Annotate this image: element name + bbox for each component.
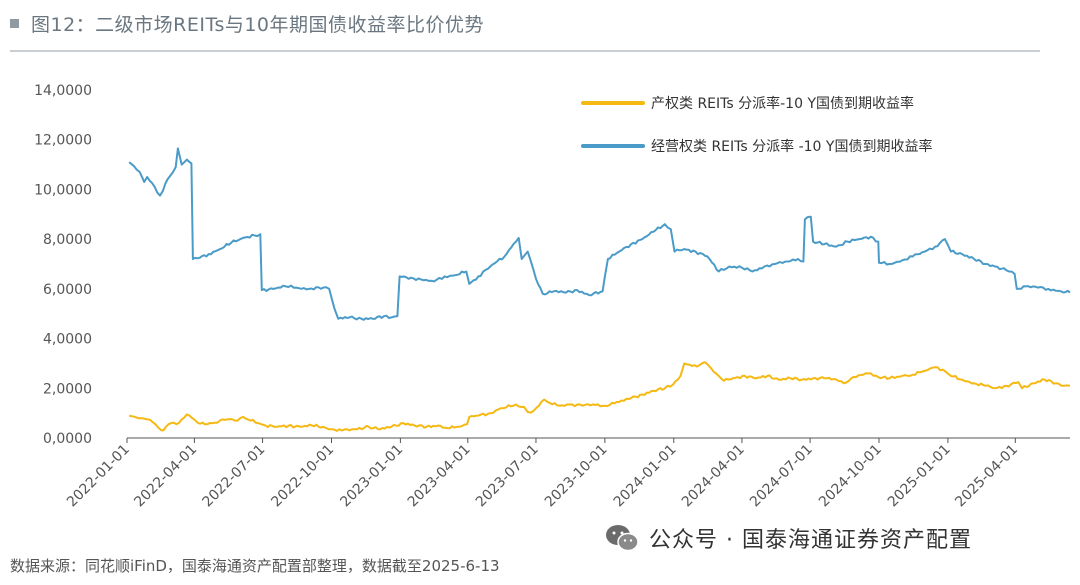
- wechat-icon: [606, 525, 639, 552]
- series-layer: [128, 147, 1071, 432]
- x-tick-label: 2024-10-01: [816, 442, 885, 511]
- x-tick-label: 2023-10-01: [542, 442, 611, 511]
- figure-title-row: 图12：二级市场REITs与10年期国债收益率比价优势: [10, 8, 484, 38]
- watermark: 公众号 · 国泰海通证券资产配置: [605, 522, 972, 554]
- figure-title: 图12：二级市场REITs与10年期国债收益率比价优势: [31, 13, 485, 36]
- x-tick-label: 2025-04-01: [952, 442, 1021, 511]
- x-tick-label: 2025-01-01: [885, 442, 954, 511]
- x-tick-label: 2022-10-01: [268, 442, 337, 511]
- legend-label: 产权类 REITs 分派率-10 Y国债到期收益率: [651, 95, 914, 112]
- title-bullet-square: [10, 18, 19, 28]
- x-tick-label: 2022-07-01: [200, 442, 269, 511]
- x-tick-label: 2024-01-01: [611, 442, 680, 511]
- y-tick-label: 10,0000: [34, 182, 92, 198]
- y-tick-label: 8,0000: [43, 232, 92, 248]
- title-divider: [10, 50, 1040, 52]
- y-tick-label: 2,0000: [43, 381, 92, 397]
- series-line-operating-reits: [128, 147, 1071, 321]
- y-axis: 0,0000 2,0000 4,0000 6,0000 8,0000 10,0000 12,…: [34, 83, 92, 447]
- x-tick-label: 2022-01-01: [64, 442, 133, 511]
- x-tick-label: 2022-04-01: [131, 442, 200, 511]
- x-tick-label: 2023-01-01: [337, 442, 406, 511]
- y-tick-label: 14,0000: [34, 83, 92, 99]
- series-line-property-reits: [128, 361, 1071, 432]
- x-tick-label: 2024-07-01: [747, 442, 816, 511]
- legend-label: 经营权类 REITs 分派率 -10 Y国债到期收益率: [651, 138, 932, 155]
- watermark-text: 公众号 · 国泰海通证券资产配置: [649, 528, 972, 553]
- x-tick-label: 2023-07-01: [473, 442, 542, 511]
- x-tick-label: 2024-04-01: [679, 442, 748, 511]
- y-tick-label: 6,0000: [43, 282, 92, 298]
- y-tick-label: 4,0000: [43, 332, 92, 348]
- y-tick-label: 0,0000: [43, 431, 92, 447]
- source-note: 数据来源：同花顺iFinD，国泰海通资产配置部整理，数据截至2025-6-13: [10, 557, 500, 575]
- y-tick-label: 12,0000: [34, 133, 92, 149]
- x-tick-label: 2023-04-01: [405, 442, 474, 511]
